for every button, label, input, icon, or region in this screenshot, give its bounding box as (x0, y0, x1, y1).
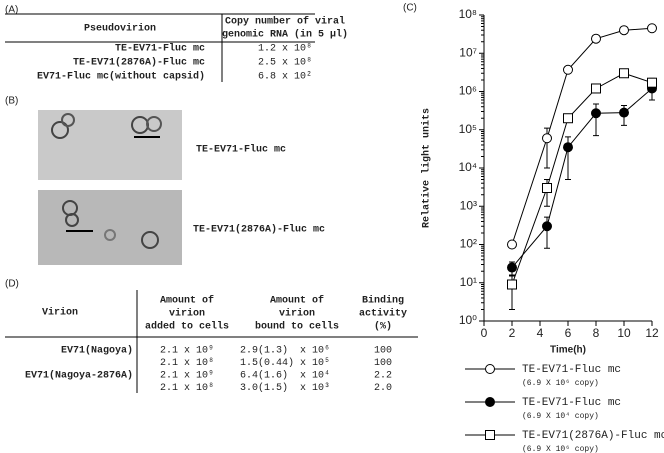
cell: 1.5(0.44) x 10⁵ (240, 357, 330, 369)
cell: 100 (374, 346, 392, 357)
cell: 2.1 x 10⁹ (160, 346, 214, 357)
marker (485, 397, 495, 407)
legend-note: (6.9 X 10⁶ copy) (522, 379, 599, 388)
x-tick-label: 8 (593, 326, 600, 340)
marker (563, 142, 573, 153)
y-tick-label: 10³ (460, 198, 477, 212)
copy-number: 1.2 x 10⁸ (258, 44, 312, 55)
marker (591, 83, 601, 94)
cell: 2.1 x 10⁹ (160, 371, 214, 382)
marker (647, 77, 657, 88)
marker (542, 221, 552, 232)
y-tick-label: 10² (460, 237, 477, 251)
pseudovirion: EV71-Fluc mc(without capsid) (37, 71, 205, 83)
image-label: TE-EV71(2876A)-Fluc mc (193, 224, 325, 236)
header: Pseudovirion (84, 23, 156, 35)
x-axis-label: Time(h) (550, 345, 586, 356)
x-tick-label: 4 (537, 326, 544, 340)
image-label: TE-EV71-Fluc mc (196, 144, 286, 156)
x-tick-label: 12 (645, 326, 659, 340)
cell: 2.1 x 10⁸ (160, 358, 214, 369)
legend-note: (6.9 X 10⁴ copy) (522, 412, 599, 421)
micrograph (38, 190, 182, 265)
legend-label: TE-EV71-Fluc mc (522, 397, 621, 409)
header: (%) (374, 321, 392, 333)
y-tick-label: 10¹ (460, 275, 477, 289)
cell: 3.0(1.5) x 10³ (240, 382, 330, 394)
y-tick-label: 10⁴ (458, 160, 477, 174)
y-axis-label: Relative light units (421, 108, 433, 228)
legend-label: TE-EV71(2876A)-Fluc mc (522, 430, 664, 442)
marker (485, 430, 495, 440)
copy-number: 2.5 x 10⁸ (258, 58, 312, 69)
marker (647, 23, 657, 34)
marker (485, 364, 495, 374)
header: added to cells (145, 321, 229, 333)
cell: 2.9(1.3) x 10⁶ (240, 345, 330, 357)
header: genomic RNA (in 5 µl) (222, 29, 348, 41)
header: virion (169, 308, 205, 320)
virion: EV71(Nagoya-2876A) (25, 370, 133, 382)
panel-label: (A) (5, 5, 18, 16)
pseudovirion: TE-EV71(2876A)-Fluc mc (73, 57, 205, 69)
panel-label: (C) (403, 3, 417, 14)
header: virion (279, 308, 315, 320)
series-line (511, 88, 653, 268)
micrograph (38, 110, 182, 180)
x-tick-label: 6 (565, 326, 572, 340)
marker (507, 279, 517, 290)
header: Copy number of viral (225, 16, 345, 28)
copy-number: 6.8 x 10² (258, 72, 312, 83)
cell: 100 (374, 358, 392, 369)
marker (591, 33, 601, 44)
x-tick-label: 2 (509, 326, 516, 340)
legend-label: TE-EV71-Fluc mc (522, 364, 621, 376)
marker (591, 108, 601, 119)
legend-note: (6.9 X 10⁶ copy) (522, 445, 599, 453)
marker (542, 183, 552, 194)
marker (507, 239, 517, 250)
header: bound to cells (255, 321, 339, 333)
series-line (511, 27, 653, 245)
y-tick-label: 10⁷ (459, 45, 477, 59)
y-tick-label: 10⁵ (459, 122, 477, 136)
cell: 2.0 (374, 383, 392, 394)
marker (507, 262, 517, 273)
marker (563, 64, 573, 75)
pseudovirion: TE-EV71-Fluc mc (115, 43, 205, 55)
virion: EV71(Nagoya) (61, 345, 133, 357)
marker (563, 113, 573, 124)
marker (542, 133, 552, 144)
header: Virion (42, 307, 78, 319)
panel-label: (D) (5, 279, 19, 290)
cell: 2.2 (374, 371, 392, 382)
marker (619, 25, 629, 36)
header: activity (359, 308, 407, 320)
header: Amount of (270, 295, 324, 307)
y-tick-label: 10⁸ (459, 7, 477, 21)
panel-label: (B) (5, 96, 18, 107)
x-tick-label: 10 (617, 326, 631, 340)
marker (619, 68, 629, 79)
y-tick-label: 10⁰ (459, 313, 477, 327)
y-tick-label: 10⁶ (459, 84, 477, 98)
header: Binding (362, 295, 404, 307)
series-line (511, 72, 653, 285)
x-tick-label: 0 (481, 326, 488, 340)
cell: 6.4(1.6) x 10⁴ (240, 370, 330, 382)
cell: 2.1 x 10⁸ (160, 383, 214, 394)
header: Amount of (160, 295, 214, 307)
marker (619, 107, 629, 118)
